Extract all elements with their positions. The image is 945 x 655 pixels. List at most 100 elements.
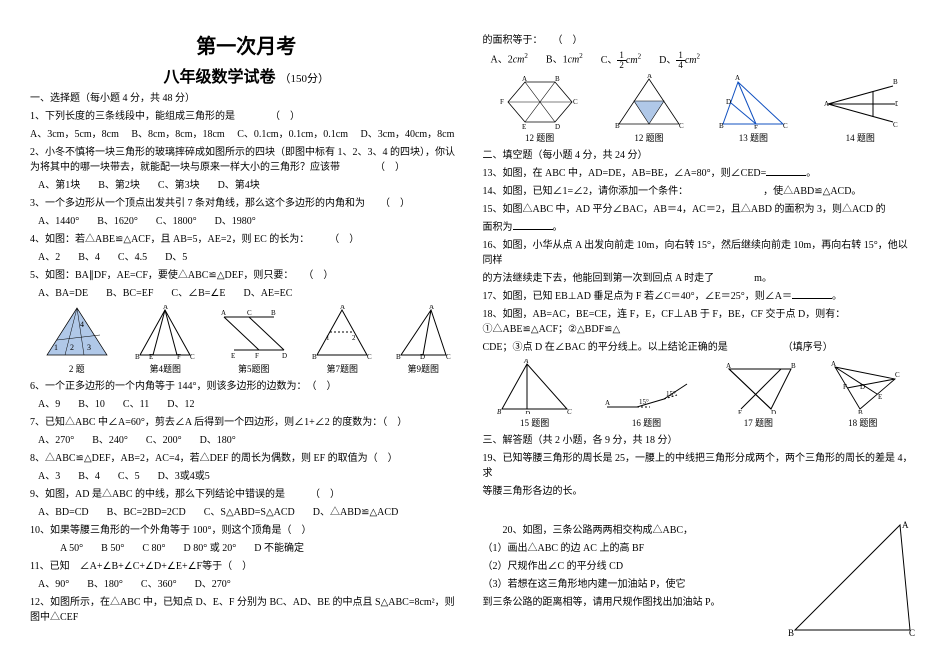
svg-text:2: 2	[352, 334, 356, 342]
svg-text:A: A	[522, 75, 527, 83]
svg-text:B: B	[555, 75, 560, 83]
fig-r-12b-cap: 12 题图	[634, 131, 663, 144]
svg-text:B: B	[271, 309, 276, 317]
q12-opt-d: D、14cm2	[659, 51, 700, 70]
triangle-q15-icon: A B D C	[497, 359, 572, 414]
q10-opt-c: C 80°	[142, 541, 165, 556]
svg-text:E: E	[149, 353, 153, 360]
svg-text:D: D	[524, 410, 530, 414]
q9-opts: A、BD=CD B、BC=2BD=2CD C、S△ABD=S△ACD D、△AB…	[38, 505, 463, 520]
triangle-q14-icon: A B C D	[823, 74, 898, 129]
svg-text:E: E	[754, 124, 758, 129]
path-q16-icon: A 15° 15°	[602, 359, 692, 414]
figure-row-right-2: A B D C 15 题图 A 15° 15° 16 题图	[483, 359, 916, 429]
svg-text:A: A	[605, 399, 610, 407]
q2-stem: 2、小冬不慎将一块三角形的玻璃摔碎成如图所示的四块（即图中标有 1、2、3、4 …	[30, 145, 463, 175]
svg-text:C: C	[783, 122, 788, 129]
svg-text:C: C	[573, 98, 578, 106]
triangle-q4-icon: A B E F C	[135, 305, 195, 360]
q11-opts: A、90° B、180° C、360° D、270°	[38, 577, 463, 592]
q12-opt-b: B、1cm2	[546, 51, 583, 70]
svg-text:A: A	[902, 520, 909, 530]
svg-text:D: D	[895, 100, 898, 108]
svg-text:A: A	[163, 305, 168, 311]
q7-opt-c: C、200°	[146, 433, 182, 448]
q11-opt-b: B、180°	[87, 577, 123, 592]
left-column: 第一次月考 八年级数学试卷 （150分） 一、选择题（每小题 4 分，共 48 …	[20, 30, 473, 645]
subtitle-text: 八年级数学试卷	[163, 69, 275, 86]
q1-opt-b: B、8cm，8cm，18cm	[131, 129, 224, 140]
q4-opt-a: A、2	[38, 250, 60, 265]
q16-a: 16、如图，小华从点 A 出发向前走 10m，向右转 15°，然后继续向前走 1…	[483, 238, 916, 268]
q17-text: 17、如图，已知 EB⊥AD 垂足点为 F 若∠C＝40°，∠E＝25°，则∠A…	[483, 291, 793, 302]
svg-text:E: E	[231, 352, 235, 360]
svg-text:B: B	[893, 78, 898, 86]
fig-r-13: A B D E C 13 题图	[718, 74, 788, 144]
q4-stem: 4、如图：若△ABE≌△ACF，且 AB=5，AE=2，则 EC 的长为： （ …	[30, 232, 463, 247]
q10-opt-d: D 80° 或 20°	[184, 541, 237, 556]
q13: 13、如图，在 ABC 中，AD=DE，AB=BE，∠A=80°，则∠CED=。	[483, 166, 916, 181]
q15-a: 15、如图△ABC 中，AD 平分∠BAC，AB＝4，AC＝2，且△ABD 的面…	[483, 202, 916, 217]
triangle-q7-icon: A 1 2 B C	[312, 305, 372, 360]
svg-text:F: F	[255, 352, 259, 360]
svg-text:F: F	[843, 383, 847, 391]
q1-opt-a: A、3cm，5cm，8cm	[30, 129, 119, 140]
q8-opt-c: C、5	[118, 469, 140, 484]
q10-opt-a: A 50°	[60, 541, 83, 556]
q7-opt-d: D、180°	[200, 433, 236, 448]
svg-text:B: B	[497, 408, 502, 414]
svg-text:E: E	[522, 123, 526, 129]
svg-text:B: B	[858, 409, 863, 414]
q3-opts: A、1440° B、1620° C、1800° D、1980°	[38, 214, 463, 229]
svg-text:D: D	[282, 352, 287, 360]
svg-text:A: A	[523, 359, 529, 365]
q12-c-den: 2	[617, 61, 626, 70]
svg-text:A: A	[429, 305, 434, 311]
svg-text:3: 3	[87, 343, 91, 352]
q10-opts: A 50° B 50° C 80° D 80° 或 20° D 不能确定	[60, 541, 463, 556]
q17-blank	[792, 289, 832, 299]
section-c-heading: 三、解答题（共 2 小题，各 9 分，共 18 分）	[483, 433, 916, 448]
q1-stem: 1、下列长度的三条线段中，能组成三角形的是 （ ）	[30, 109, 463, 124]
q3-opt-d: D、1980°	[215, 214, 256, 229]
q5-opt-d: D、AE=EC	[243, 286, 292, 301]
svg-text:E: E	[878, 393, 882, 401]
svg-text:C: C	[446, 353, 451, 360]
svg-text:B: B	[396, 353, 401, 360]
svg-text:C: C	[190, 353, 195, 360]
triangle-q9-icon: A B D C	[396, 305, 451, 360]
fig-q9-cap: 第9题图	[407, 362, 439, 375]
q9-stem: 9、如图，AD 是△ABC 的中线，那么下列结论中错误的是 （ ）	[30, 487, 463, 502]
q20-block: A B C 20、如图，三条公路两两相交构成△ABC， （1）画出△ABC 的边…	[483, 520, 916, 640]
fig-q5-cap: 第5题图	[238, 362, 270, 375]
q2-opt-c: C、第3块	[158, 178, 200, 193]
triangle-q18-icon: A C B E F D	[825, 359, 900, 414]
q6-stem: 6、一个正多边形的一个内角等于 144°，则该多边形的边数为： （ ）	[30, 379, 463, 394]
q19-b: 等腰三角形各边的长。	[483, 484, 916, 499]
fig-q4: A B E F C 第4题图	[135, 305, 195, 375]
svg-text:A: A	[824, 100, 829, 108]
fig-q2: 1 2 3 4 2 题	[42, 305, 112, 375]
q15-blank	[513, 220, 553, 230]
q11-opt-c: C、360°	[141, 577, 177, 592]
triangle-q20-icon: A B C	[785, 520, 915, 640]
svg-text:A: A	[647, 74, 652, 80]
q12-d-den: 4	[676, 61, 685, 70]
q16-b: 的方法继续走下去，他能回到第一次到回点 A 时走了 m。	[483, 271, 916, 286]
fig-q15-cap: 15 题图	[520, 416, 549, 429]
q13-blank	[766, 166, 806, 176]
q5-opt-c: C、∠B=∠E	[171, 286, 225, 301]
svg-text:C: C	[367, 353, 372, 360]
q2-opt-a: A、第1块	[38, 178, 80, 193]
svg-text:F: F	[177, 353, 181, 360]
q6-opt-d: D、12	[167, 397, 194, 412]
fig-q17: A B D E 17 题图	[721, 359, 796, 429]
fig-q15: A B D C 15 题图	[497, 359, 572, 429]
svg-text:C: C	[567, 408, 572, 414]
q3-stem: 3、一个多边形从一个顶点出发共引 7 条对角线，那么这个多边形的内角和为 （ ）	[30, 196, 463, 211]
triangle-broken-icon: 1 2 3 4	[42, 305, 112, 360]
svg-text:C: C	[247, 309, 252, 317]
q1-opt-c: C、0.1cm，0.1cm，0.1cm	[237, 129, 348, 140]
fig-r-12b: A B C 12 题图	[614, 74, 684, 144]
svg-text:E: E	[738, 409, 742, 414]
